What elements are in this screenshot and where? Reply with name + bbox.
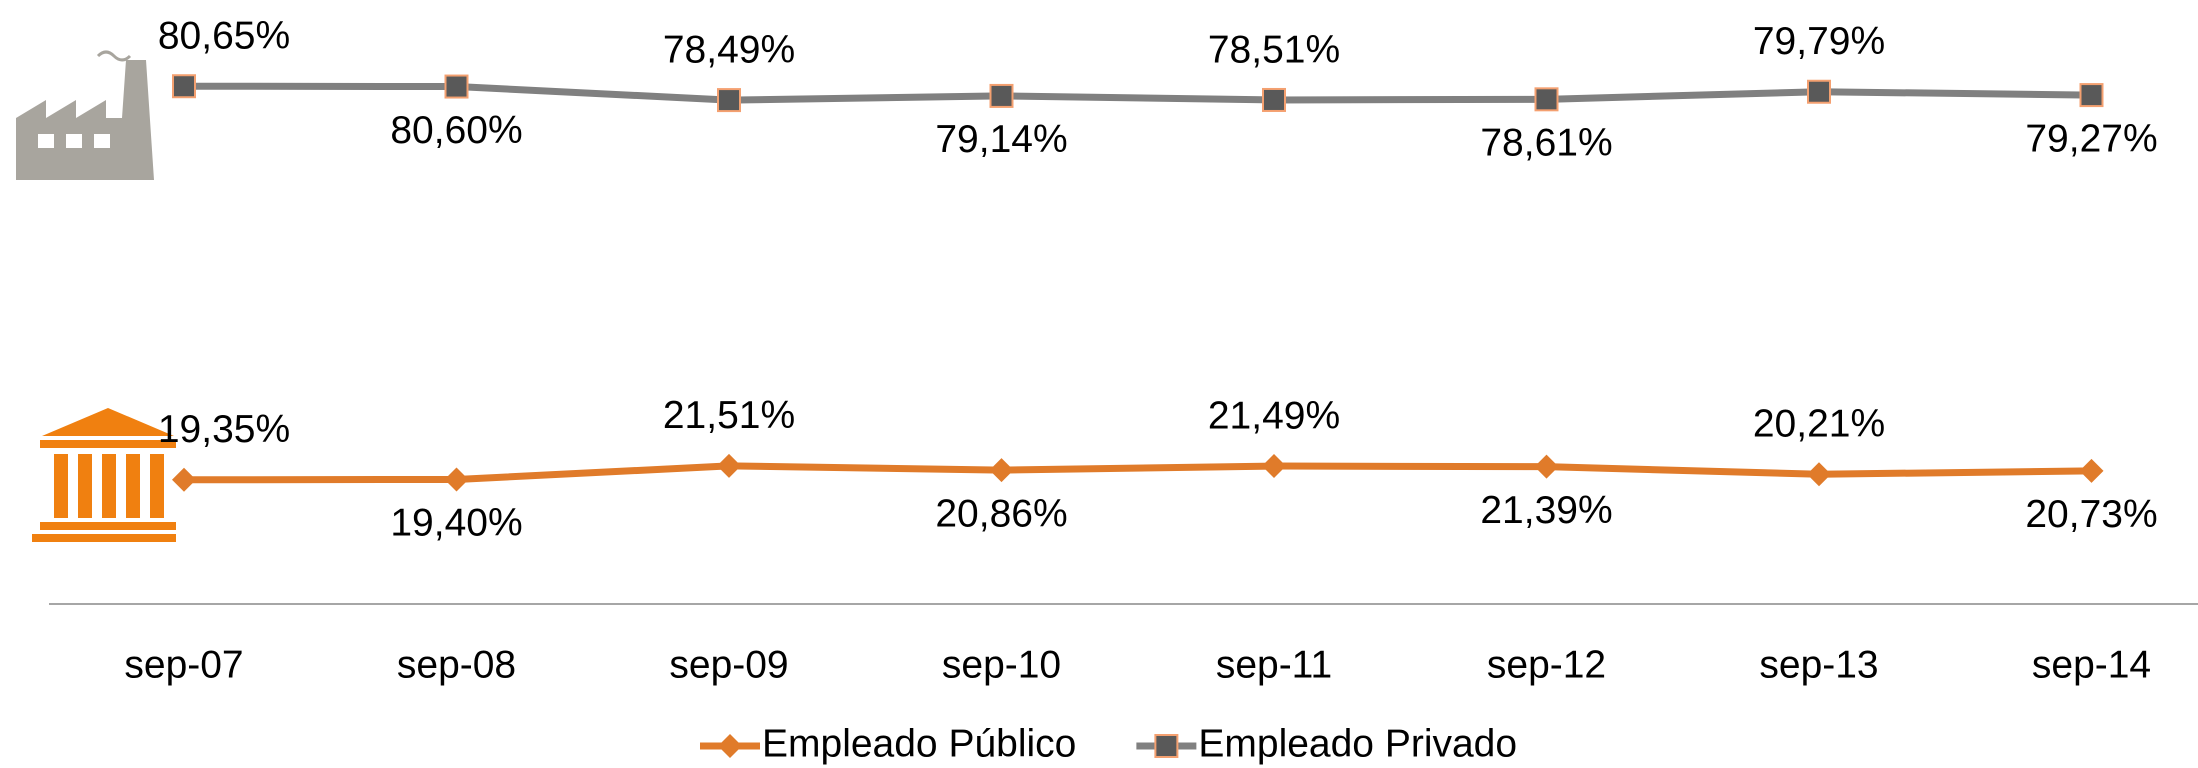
marker xyxy=(2079,458,2104,483)
marker xyxy=(444,467,469,492)
x-tick-label: sep-08 xyxy=(397,643,516,686)
marker xyxy=(172,467,196,492)
building-icon xyxy=(32,408,176,542)
data-label: 20,73% xyxy=(2025,493,2157,536)
data-label: 78,51% xyxy=(1208,28,1340,71)
x-tick-label: sep-10 xyxy=(942,643,1061,686)
data-label: 78,61% xyxy=(1480,122,1612,165)
marker xyxy=(1807,79,1831,104)
data-label: 80,60% xyxy=(390,109,522,152)
marker xyxy=(717,453,741,478)
marker xyxy=(444,74,469,99)
marker xyxy=(2079,83,2104,108)
marker xyxy=(1534,454,1559,479)
data-label: 79,27% xyxy=(2025,117,2157,160)
marker xyxy=(989,458,1014,483)
marker xyxy=(717,88,741,113)
marker xyxy=(1807,462,1831,487)
data-label: 79,79% xyxy=(1753,20,1885,63)
x-tick-label: sep-14 xyxy=(2032,643,2151,686)
legend-label: Empleado Público xyxy=(762,722,1076,765)
factory-icon xyxy=(16,50,154,180)
data-label: 78,49% xyxy=(663,28,795,71)
series-line xyxy=(183,82,2092,104)
x-tick-label: sep-13 xyxy=(1759,643,1878,686)
legend-label: Empleado Privado xyxy=(1198,722,1517,765)
data-label: 20,86% xyxy=(935,492,1067,535)
data-label: 20,21% xyxy=(1753,403,1885,446)
marker xyxy=(172,74,196,99)
data-label: 21,49% xyxy=(1208,394,1340,437)
legend-marker xyxy=(718,734,742,758)
data-label: 80,65% xyxy=(158,15,290,58)
data-label: 21,39% xyxy=(1480,489,1612,532)
data-label: 19,35% xyxy=(158,408,290,451)
marker xyxy=(1262,454,1286,479)
x-tick-label: sep-09 xyxy=(669,643,788,686)
x-tick-label: sep-12 xyxy=(1487,643,1606,686)
x-tick-label: sep-07 xyxy=(124,643,243,686)
marker xyxy=(1262,87,1286,112)
x-tick-label: sep-11 xyxy=(1216,643,1332,686)
data-label: 79,14% xyxy=(935,118,1067,161)
marker xyxy=(1534,87,1559,112)
data-label: 19,40% xyxy=(390,502,522,545)
data-label: 21,51% xyxy=(663,394,795,437)
legend: Empleado Público Empleado Privado xyxy=(700,722,1517,765)
legend-marker xyxy=(1154,734,1179,758)
series-line xyxy=(183,462,2092,484)
marker xyxy=(989,83,1014,108)
